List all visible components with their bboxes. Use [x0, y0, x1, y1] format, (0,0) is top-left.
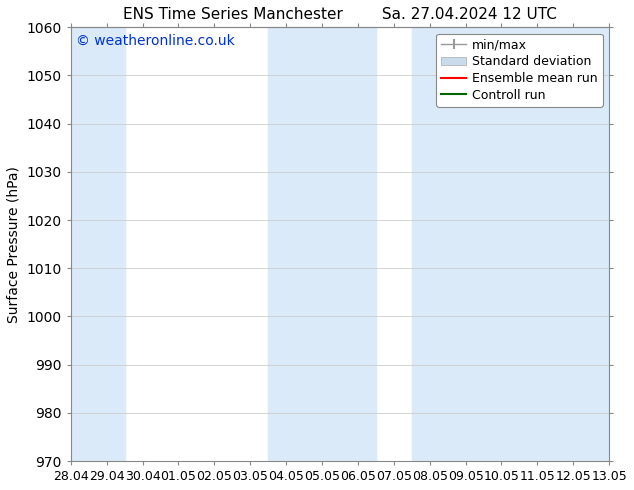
- Title: ENS Time Series Manchester        Sa. 27.04.2024 12 UTC: ENS Time Series Manchester Sa. 27.04.202…: [123, 7, 557, 22]
- Bar: [53, 27, 125, 461]
- Y-axis label: Surface Pressure (hPa): Surface Pressure (hPa): [7, 166, 21, 322]
- Text: © weatheronline.co.uk: © weatheronline.co.uk: [76, 34, 235, 48]
- Bar: [519, 27, 627, 461]
- Bar: [411, 27, 519, 461]
- Bar: [268, 27, 376, 461]
- Legend: min/max, Standard deviation, Ensemble mean run, Controll run: min/max, Standard deviation, Ensemble me…: [436, 33, 603, 107]
